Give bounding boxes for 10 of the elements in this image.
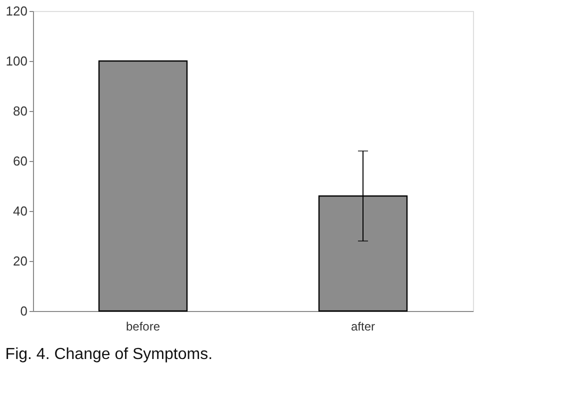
caption: Fig. 4. Change of Symptoms. — [5, 346, 213, 363]
y-tick-label: 0 — [20, 304, 28, 318]
y-tick-label: 120 — [6, 4, 28, 18]
y-tick-label: 40 — [13, 204, 28, 218]
y-tick-label: 20 — [13, 254, 28, 268]
y-tick-label: 80 — [13, 104, 28, 118]
y-tick-label: 100 — [6, 54, 28, 68]
x-tick-label: after — [350, 320, 376, 334]
x-tick-label: before — [126, 320, 160, 334]
y-tick-label: 60 — [13, 154, 28, 168]
